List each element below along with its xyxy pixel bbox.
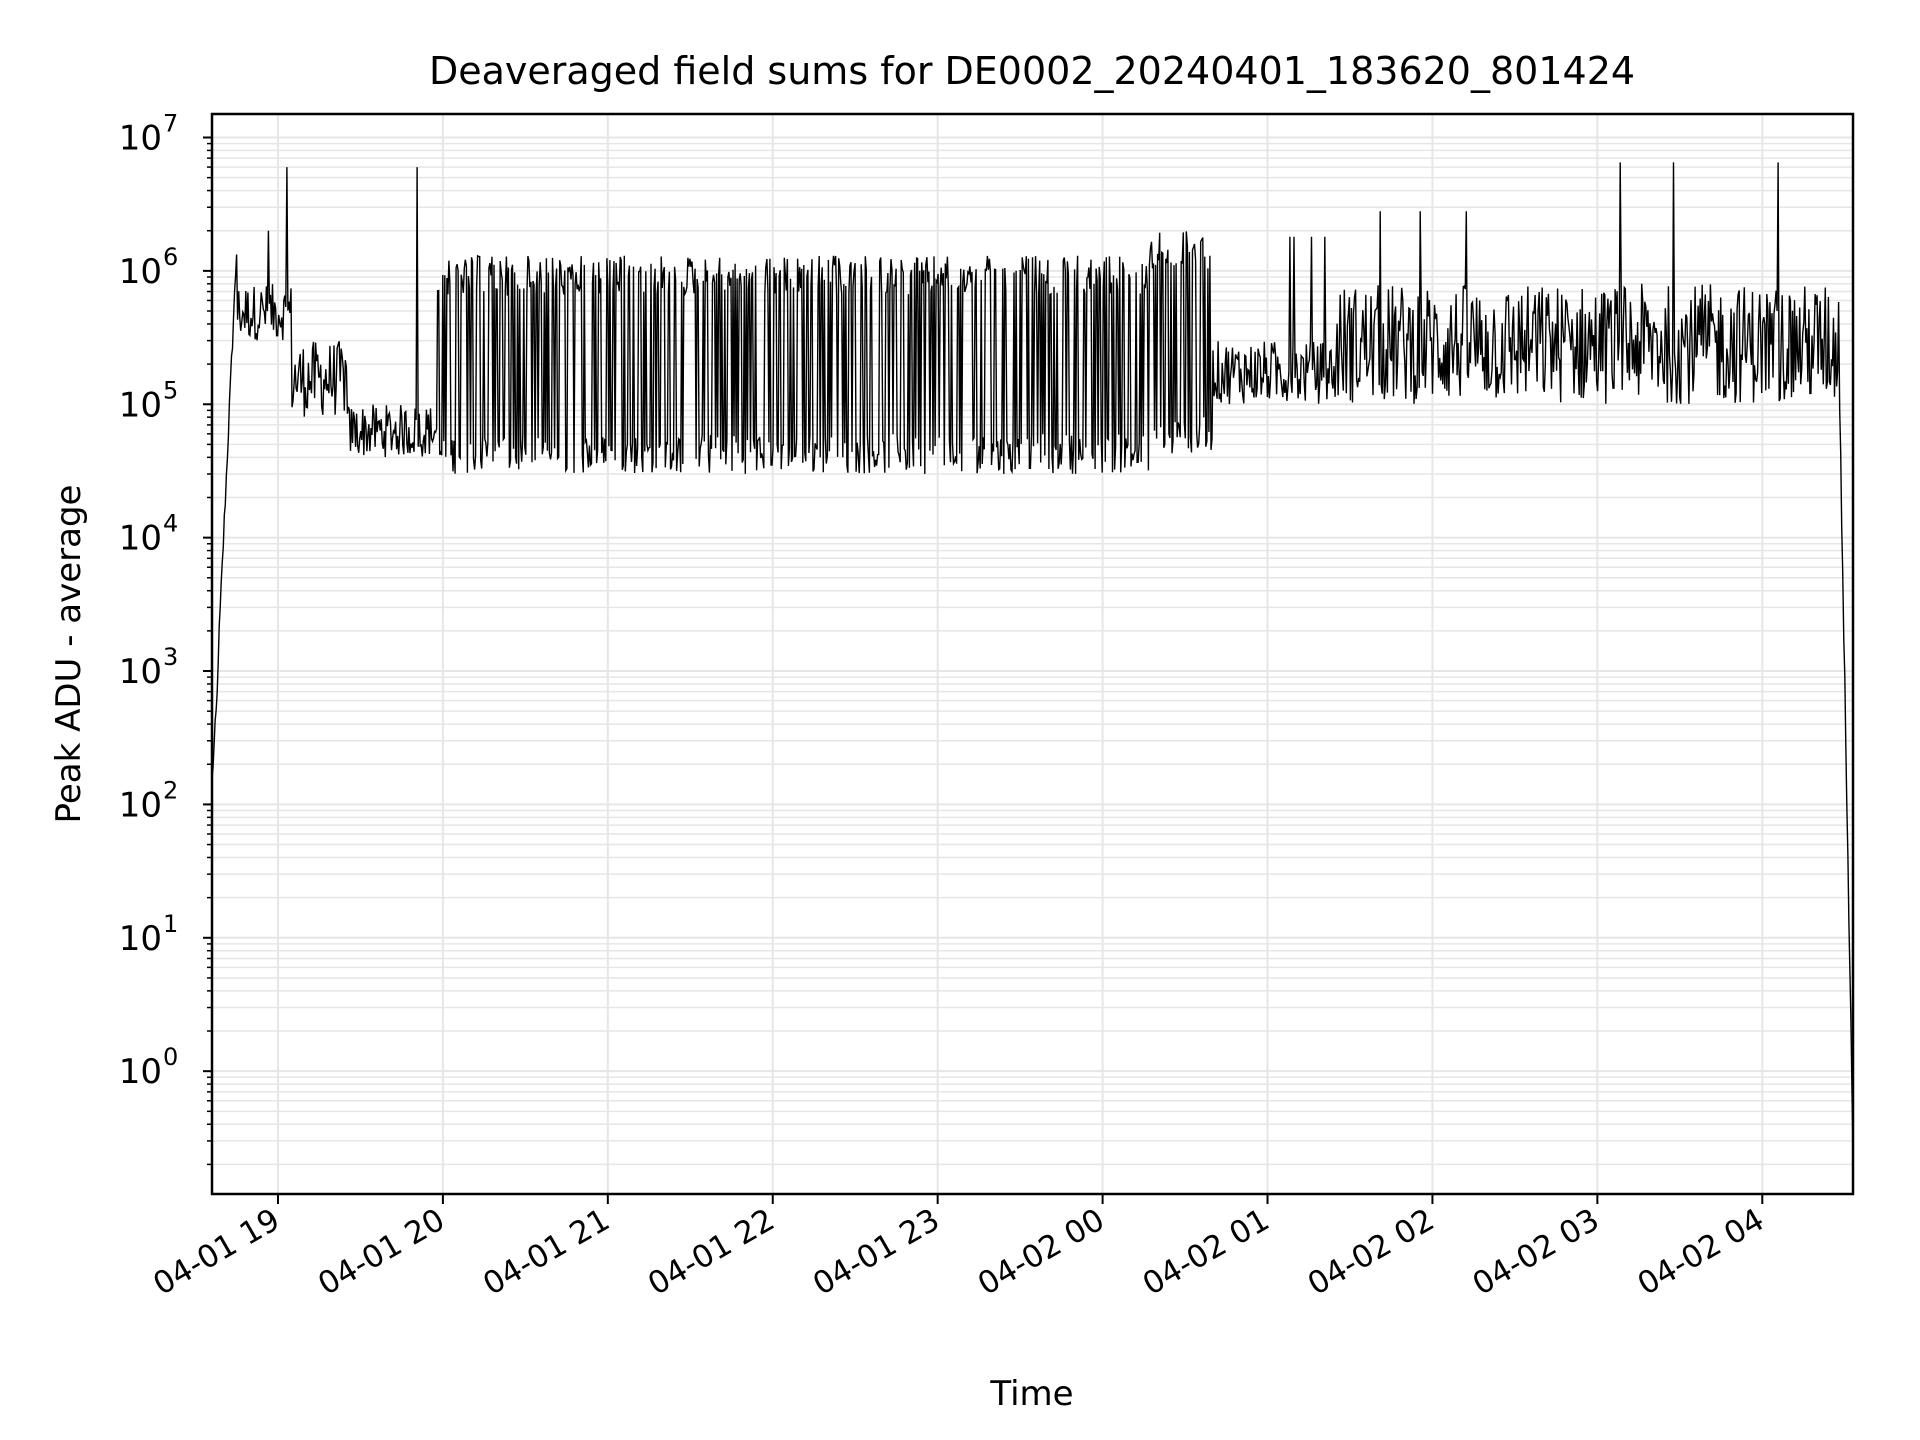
plot-frame bbox=[210, 112, 1855, 1196]
x-tick-label: 04-02 02 bbox=[1302, 1202, 1441, 1303]
x-tick-label: 04-01 23 bbox=[807, 1202, 946, 1303]
x-tick-label: 04-02 04 bbox=[1632, 1202, 1771, 1303]
y-tick-label: 10 bbox=[119, 785, 162, 825]
y-tick-label: 10 bbox=[119, 385, 162, 425]
y-tick-exponent: 2 bbox=[163, 776, 178, 804]
x-tick-label: 04-01 19 bbox=[147, 1202, 286, 1303]
y-tick-label: 10 bbox=[119, 1052, 162, 1092]
x-axis: 04-01 19 04-01 20 04-01 21 04-01 22 04-01 23… bbox=[147, 1194, 1770, 1303]
y-tick-exponent: 4 bbox=[163, 510, 178, 538]
x-tick-label: 04-01 20 bbox=[312, 1202, 451, 1303]
y-tick-exponent: 6 bbox=[163, 243, 178, 271]
y-tick-exponent: 5 bbox=[163, 376, 178, 404]
series-0-line bbox=[211, 162, 1854, 1151]
y-tick-exponent: 3 bbox=[163, 643, 178, 671]
y-tick-label: 10 bbox=[119, 652, 162, 692]
x-tick-label: 04-01 21 bbox=[477, 1202, 616, 1303]
x-tick-label: 04-02 00 bbox=[972, 1202, 1111, 1303]
y-tick-label: 10 bbox=[119, 252, 162, 292]
y-tick-label: 10 bbox=[119, 919, 162, 959]
x-tick-label: 04-02 03 bbox=[1467, 1202, 1606, 1303]
x-tick-label: 04-02 01 bbox=[1137, 1202, 1276, 1303]
x-tick-label: 04-01 22 bbox=[642, 1202, 781, 1303]
y-tick-exponent: 1 bbox=[163, 910, 178, 938]
y-tick-exponent: 0 bbox=[163, 1043, 178, 1071]
y-tick-label: 10 bbox=[119, 118, 162, 158]
chart-title: Deaveraged field sums for DE0002_2024040… bbox=[429, 49, 1635, 93]
y-axis-label: Peak ADU - average bbox=[49, 485, 89, 824]
y-tick-label: 10 bbox=[119, 519, 162, 559]
series-line bbox=[211, 162, 1854, 1151]
x-axis-label: Time bbox=[989, 1374, 1073, 1414]
y-tick-exponent: 7 bbox=[163, 109, 178, 137]
grid bbox=[212, 114, 1853, 1194]
